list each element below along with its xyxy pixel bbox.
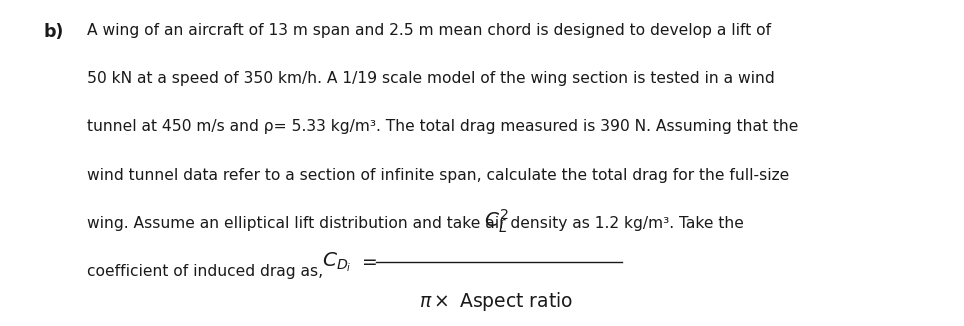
Text: wing. Assume an elliptical lift distribution and take air density as 1.2 kg/m³. : wing. Assume an elliptical lift distribu…: [87, 216, 743, 231]
Text: $C_L^{2}$: $C_L^{2}$: [484, 207, 509, 235]
Text: wind tunnel data refer to a section of infinite span, calculate the total drag f: wind tunnel data refer to a section of i…: [87, 168, 789, 183]
Text: 50 kN at a speed of 350 km/h. A 1/19 scale model of the wing section is tested i: 50 kN at a speed of 350 km/h. A 1/19 sca…: [87, 71, 774, 86]
Text: coefficient of induced drag as,: coefficient of induced drag as,: [87, 264, 323, 279]
Text: $\pi \times$ Aspect ratio: $\pi \times$ Aspect ratio: [419, 290, 574, 313]
Text: $C_{D_i}$: $C_{D_i}$: [322, 251, 352, 274]
Text: b): b): [43, 23, 64, 41]
Text: tunnel at 450 m/s and ρ= 5.33 kg/m³. The total drag measured is 390 N. Assuming : tunnel at 450 m/s and ρ= 5.33 kg/m³. The…: [87, 119, 798, 134]
Text: A wing of an aircraft of 13 m span and 2.5 m mean chord is designed to develop a: A wing of an aircraft of 13 m span and 2…: [87, 23, 771, 38]
Text: =: =: [362, 253, 377, 272]
